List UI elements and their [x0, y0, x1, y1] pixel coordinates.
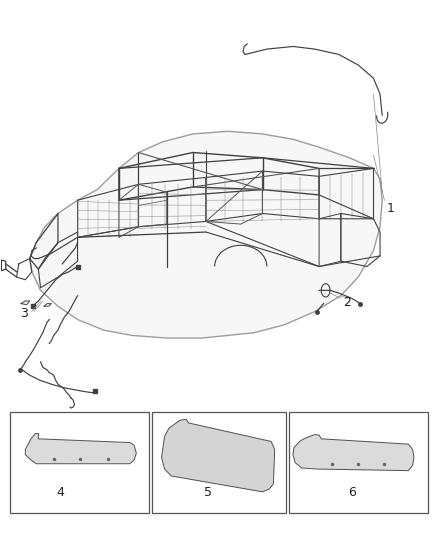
Bar: [152, 413, 286, 513]
Text: 1: 1: [387, 201, 395, 215]
Bar: [10, 413, 149, 513]
Text: 3: 3: [21, 306, 28, 320]
Polygon shape: [293, 434, 414, 471]
Text: 2: 2: [343, 296, 351, 309]
Text: 5: 5: [204, 487, 212, 499]
Text: 6: 6: [348, 487, 356, 499]
Text: 4: 4: [56, 487, 64, 499]
Polygon shape: [162, 419, 275, 492]
Polygon shape: [30, 131, 382, 338]
Bar: [289, 413, 428, 513]
Polygon shape: [25, 433, 136, 464]
